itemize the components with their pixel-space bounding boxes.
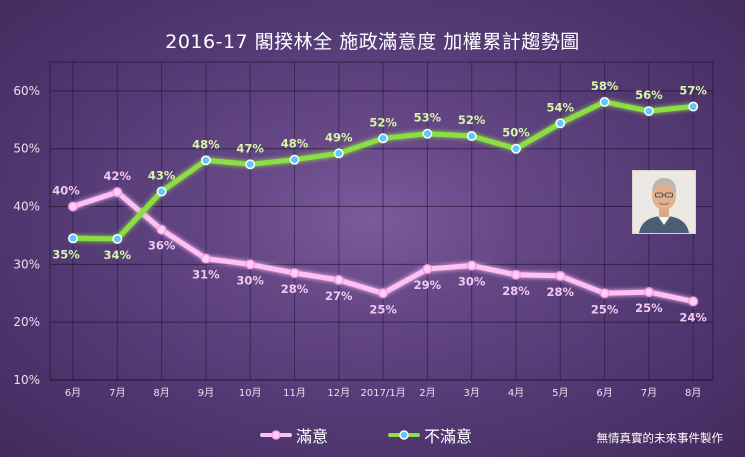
data-point-satisfied: [112, 187, 123, 198]
data-point-satisfied: [156, 224, 167, 235]
x-tick-label: 3月: [464, 387, 480, 399]
data-label-dissatisfied: 43%: [148, 169, 176, 183]
legend-label-satisfied: 滿意: [296, 427, 329, 446]
data-point-satisfied: [643, 287, 654, 298]
data-label-satisfied: 30%: [458, 275, 486, 289]
x-tick-label: 9月: [198, 387, 214, 399]
data-label-dissatisfied: 35%: [52, 247, 80, 261]
data-label-satisfied: 29%: [414, 278, 442, 292]
data-point-dissatisfied: [200, 155, 211, 166]
data-point-dissatisfied: [643, 106, 654, 117]
data-point-dissatisfied: [333, 148, 344, 159]
legend-item-satisfied: 滿意: [260, 423, 328, 447]
data-point-satisfied: [511, 269, 521, 280]
data-label-dissatisfied: 58%: [591, 79, 619, 93]
data-point-satisfied: [466, 260, 477, 271]
chart-legend: 滿意 不滿意: [260, 424, 532, 446]
data-point-dissatisfied: [378, 133, 389, 144]
x-tick-label: 2017/1月: [361, 387, 406, 399]
x-tick-label: 6月: [596, 387, 612, 399]
y-tick-label: 50%: [13, 142, 40, 156]
y-tick-label: 10%: [13, 373, 40, 387]
data-label-satisfied: 25%: [591, 302, 619, 316]
x-tick-label: 12月: [327, 387, 350, 399]
data-label-dissatisfied: 48%: [192, 137, 220, 151]
x-tick-label: 4月: [508, 387, 524, 399]
x-tick-label: 10月: [239, 387, 262, 399]
legend-item-dissatisfied: 不滿意: [388, 423, 472, 447]
data-point-dissatisfied: [555, 118, 566, 129]
legend-swatch-dissatisfied: [388, 430, 421, 440]
data-point-satisfied: [599, 288, 610, 299]
chart-title: 2016-17 閣揆林全 施政滿意度 加權累計趨勢圖: [165, 31, 580, 53]
data-point-dissatisfied: [688, 101, 699, 112]
data-label-satisfied: 24%: [679, 310, 707, 324]
data-point-dissatisfied: [466, 131, 477, 141]
data-point-satisfied: [289, 268, 300, 278]
x-tick-label: 11月: [283, 387, 306, 399]
data-point-dissatisfied: [422, 128, 433, 139]
data-label-satisfied: 25%: [635, 301, 663, 315]
y-tick-label: 40%: [13, 200, 40, 214]
data-point-dissatisfied: [511, 143, 521, 154]
legend-label-dissatisfied: 不滿意: [424, 427, 473, 446]
data-point-dissatisfied: [112, 233, 123, 244]
data-label-dissatisfied: 34%: [104, 248, 132, 262]
data-point-satisfied: [68, 201, 78, 212]
x-tick-label: 7月: [109, 387, 125, 399]
data-label-dissatisfied: 52%: [458, 113, 486, 127]
data-point-dissatisfied: [156, 186, 167, 197]
data-label-satisfied: 42%: [104, 169, 132, 183]
data-label-satisfied: 27%: [325, 289, 353, 303]
y-tick-label: 20%: [13, 315, 40, 329]
x-tick-label: 8月: [685, 387, 701, 399]
premier-photo: [632, 170, 696, 234]
x-tick-label: 6月: [65, 387, 81, 399]
data-point-dissatisfied: [245, 159, 256, 170]
person-portrait-icon: [633, 171, 695, 233]
legend-swatch-satisfied: [260, 430, 292, 440]
data-point-dissatisfied: [599, 96, 610, 107]
x-tick-label: 2月: [419, 387, 435, 399]
data-label-satisfied: 28%: [502, 284, 530, 298]
data-point-dissatisfied: [68, 233, 78, 244]
data-point-satisfied: [555, 270, 566, 281]
data-label-satisfied: 40%: [52, 184, 80, 198]
data-point-satisfied: [245, 259, 256, 270]
data-label-dissatisfied: 49%: [325, 130, 353, 144]
data-label-dissatisfied: 57%: [679, 84, 707, 98]
data-label-dissatisfied: 53%: [414, 111, 442, 125]
credit-text: 無情真實的未來事件製作: [596, 431, 724, 445]
data-point-satisfied: [378, 288, 389, 299]
data-label-satisfied: 28%: [281, 282, 309, 296]
data-label-satisfied: 36%: [148, 239, 176, 253]
data-label-satisfied: 31%: [192, 268, 220, 282]
y-tick-label: 30%: [13, 257, 40, 271]
data-label-dissatisfied: 47%: [236, 141, 264, 155]
y-tick-label: 60%: [13, 84, 40, 98]
data-point-satisfied: [200, 253, 211, 264]
data-point-satisfied: [333, 275, 344, 285]
data-label-dissatisfied: 48%: [281, 137, 309, 151]
data-label-satisfied: 28%: [547, 285, 575, 299]
data-point-dissatisfied: [289, 154, 300, 165]
x-tick-label: 8月: [153, 387, 169, 399]
data-label-satisfied: 30%: [236, 273, 264, 287]
x-tick-label: 5月: [552, 387, 568, 399]
data-label-satisfied: 25%: [369, 302, 397, 316]
x-tick-label: 7月: [641, 387, 657, 399]
data-label-dissatisfied: 56%: [635, 88, 663, 102]
data-point-satisfied: [688, 296, 699, 307]
data-label-dissatisfied: 52%: [369, 115, 397, 129]
data-point-satisfied: [422, 264, 433, 274]
data-label-dissatisfied: 54%: [547, 100, 575, 114]
data-label-dissatisfied: 50%: [502, 126, 530, 140]
